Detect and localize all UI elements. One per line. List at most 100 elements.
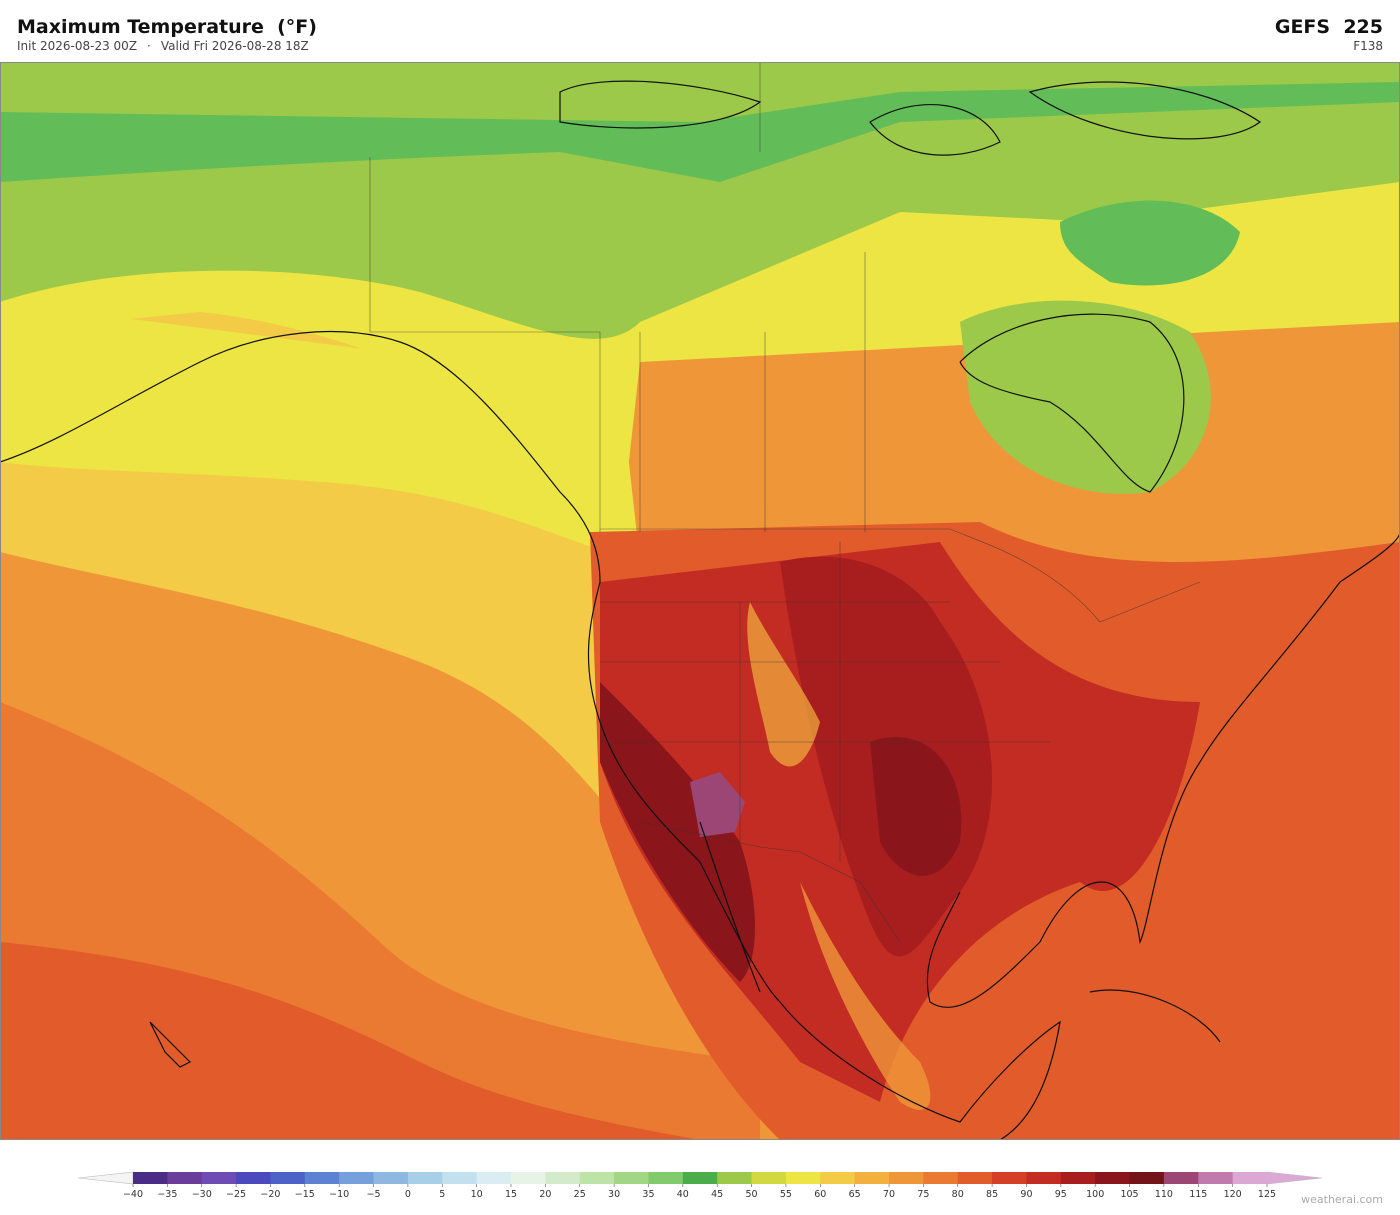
colorbar-label: 10 <box>471 1189 483 1200</box>
colorbar-label: 115 <box>1189 1189 1207 1200</box>
colorbar-swatch <box>1232 1172 1268 1184</box>
model-name: GEFS 225 <box>1274 16 1383 38</box>
colorbar-label: −35 <box>157 1189 177 1200</box>
init-time: Init 2026-08-23 00Z <box>17 39 138 53</box>
colorbar-under <box>77 1171 134 1185</box>
colorbar-swatch <box>923 1172 959 1184</box>
coastline <box>926 891 1041 1008</box>
border <box>600 542 1050 862</box>
field <box>1060 200 1240 286</box>
colorbar-label: 110 <box>1155 1189 1173 1200</box>
colorbar-label: 35 <box>642 1189 654 1200</box>
border <box>600 528 1201 623</box>
colorbar-swatch <box>1095 1172 1131 1184</box>
colorbar-swatch <box>992 1172 1027 1184</box>
colorbar-swatch <box>236 1172 271 1184</box>
colorbar-swatch <box>751 1172 787 1184</box>
field <box>960 300 1211 494</box>
colorbar-label: 95 <box>1055 1189 1067 1200</box>
field <box>747 602 820 767</box>
coastline <box>699 821 761 993</box>
colorbar-swatch <box>545 1172 581 1184</box>
colorbar-label: −5 <box>367 1189 381 1200</box>
field <box>0 302 640 562</box>
border <box>369 157 601 532</box>
colorbar-label: 5 <box>439 1189 445 1200</box>
field <box>800 882 931 1110</box>
colorbar-swatch <box>614 1172 649 1184</box>
colorbar-label: −10 <box>329 1189 349 1200</box>
colorbar-swatch <box>167 1172 203 1184</box>
colorbar: −40 −35 −30 −25 −20 −15 −10 −5 0 5 10 15 20 25 30 35 40 4… <box>77 1171 1323 1200</box>
colorbar-swatch <box>373 1172 409 1184</box>
subtitle: Init 2026-08-23 00Z · Valid Fri 2026-08-28… <box>17 39 319 53</box>
colorbar-label: −15 <box>295 1189 315 1200</box>
borders <box>369 62 1201 943</box>
colorbar-label: 25 <box>574 1189 586 1200</box>
colorbar-label: 30 <box>608 1189 620 1200</box>
colorbar-label: −40 <box>123 1189 143 1200</box>
colorbar-swatch <box>407 1172 443 1184</box>
field <box>0 942 700 1140</box>
separator: · <box>147 39 151 53</box>
colorbar-label: 85 <box>986 1189 998 1200</box>
colorbar-label: 100 <box>1086 1189 1104 1200</box>
colorbar-swatch <box>1060 1172 1096 1184</box>
colorbar-label: 70 <box>883 1189 895 1200</box>
colorbar-swatch <box>1026 1172 1062 1184</box>
border <box>639 821 901 943</box>
colorbar-over <box>1266 1171 1323 1185</box>
colorbar-swatch <box>1198 1172 1234 1184</box>
colorbar-swatch <box>304 1172 340 1184</box>
colorbar-label: 90 <box>1020 1189 1032 1200</box>
field <box>600 682 755 982</box>
colorbar-label: 40 <box>677 1189 689 1200</box>
colorbar-label: 60 <box>814 1189 826 1200</box>
colorbar-swatch <box>854 1172 890 1184</box>
colorbar-swatch <box>717 1172 753 1184</box>
colorbar-swatch <box>889 1172 924 1184</box>
coastline <box>1039 531 1400 945</box>
colorbar-swatch <box>579 1172 615 1184</box>
colorbar-label: 65 <box>849 1189 861 1200</box>
colorbar-label: 80 <box>952 1189 964 1200</box>
colorbar-swatch <box>133 1172 168 1184</box>
field <box>870 736 962 876</box>
map-title: Maximum Temperature (°F) <box>17 16 317 38</box>
coastline <box>0 331 781 1003</box>
colorbar-swatch <box>682 1172 718 1184</box>
colorbar-swatch <box>1163 1172 1199 1184</box>
valid-time: Valid Fri 2026-08-28 18Z <box>160 39 309 53</box>
field <box>690 772 745 837</box>
coastline <box>779 1001 1061 1140</box>
field <box>0 62 1400 122</box>
colorbar-label: 50 <box>745 1189 757 1200</box>
colorbar-swatch <box>957 1172 993 1184</box>
colorbar-label: −20 <box>260 1189 280 1200</box>
colorbar-label: 125 <box>1258 1189 1276 1200</box>
colorbar-label: 75 <box>917 1189 929 1200</box>
colorbar-label: −30 <box>192 1189 212 1200</box>
temperature-map <box>0 62 1400 1140</box>
coastline <box>959 313 1185 493</box>
colorbar-swatch <box>201 1172 237 1184</box>
colorbar-label: 105 <box>1120 1189 1138 1200</box>
coastline <box>1089 989 1221 1043</box>
colorbar-swatch <box>785 1172 821 1184</box>
border <box>639 62 866 532</box>
colorbar-swatch <box>1129 1172 1165 1184</box>
colorbar-label: 0 <box>405 1189 411 1200</box>
coastline <box>149 1021 192 1068</box>
colorbar-swatch <box>442 1172 478 1184</box>
colorbar-swatch <box>820 1172 856 1184</box>
colorbar-swatch <box>476 1172 512 1184</box>
colorbar-swatch <box>648 1172 684 1184</box>
colorbar-label: 15 <box>505 1189 517 1200</box>
colorbar-label: −25 <box>226 1189 246 1200</box>
colorbar-label: 45 <box>711 1189 723 1200</box>
coastline <box>869 103 1001 156</box>
forecast-hour: F138 <box>1353 39 1383 53</box>
colorbar-swatch <box>511 1172 546 1184</box>
colorbar-label: 20 <box>539 1189 551 1200</box>
